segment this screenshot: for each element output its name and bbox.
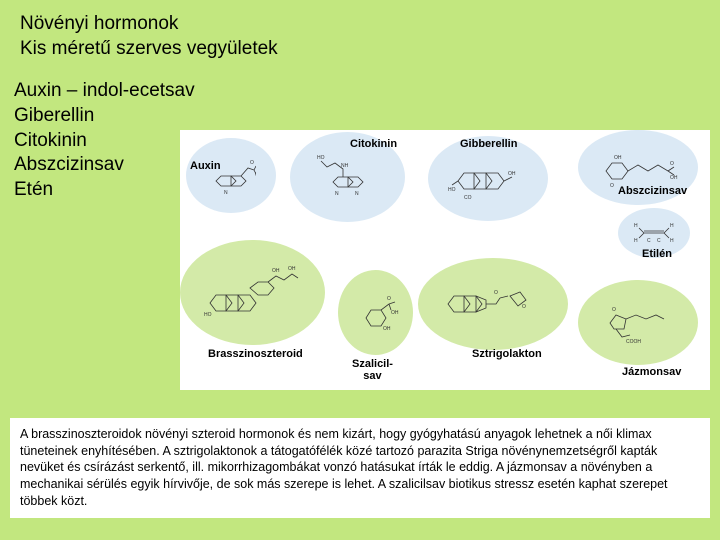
svg-text:O: O — [250, 160, 254, 166]
label-abszcizinsav: Abszcizinsav — [618, 185, 687, 197]
svg-text:O: O — [494, 290, 498, 296]
svg-text:OH: OH — [391, 310, 399, 316]
svg-text:O: O — [522, 304, 526, 310]
svg-text:OH: OH — [383, 326, 391, 332]
svg-text:COOH: COOH — [626, 339, 641, 345]
molecule-jazmonsav: O COOH — [578, 280, 698, 365]
label-brasszinoszteroid: Brasszinoszteroid — [208, 348, 303, 360]
title-block: Növényi hormonok Kis méretű szerves vegy… — [0, 0, 720, 61]
label-gibberellin: Gibberellin — [460, 138, 517, 150]
label-szalicilsav: Szalicil- sav — [352, 358, 393, 382]
svg-text:C: C — [647, 238, 651, 244]
molecule-brasszinoszteroid: HO OH OH — [180, 240, 325, 345]
svg-text:H: H — [634, 223, 638, 229]
svg-text:OH: OH — [508, 171, 516, 177]
svg-text:CO: CO — [464, 195, 472, 201]
svg-text:HO: HO — [204, 312, 212, 318]
molecule-diagram: OOHNH Auxin HONHNN Citokinin HOOHCO Gibb… — [180, 130, 710, 390]
svg-text:OH: OH — [255, 172, 256, 178]
svg-text:HO: HO — [317, 155, 325, 161]
list-item: Auxin – indol-ecetsav — [14, 79, 720, 104]
svg-text:OH: OH — [272, 268, 280, 274]
svg-text:H: H — [634, 238, 638, 244]
molecule-sztrigolakton: OO — [418, 258, 568, 350]
svg-text:H: H — [670, 238, 674, 244]
svg-text:O: O — [387, 296, 391, 302]
svg-text:OH: OH — [288, 266, 296, 272]
label-sztrigolakton: Sztrigolakton — [472, 348, 542, 360]
svg-text:O: O — [670, 161, 674, 167]
molecule-szalicilsav: O OH OH — [338, 270, 413, 355]
title-line-1: Növényi hormonok — [20, 12, 720, 37]
molecule-auxin: OOHNH — [186, 138, 276, 213]
svg-text:N: N — [355, 191, 359, 197]
title-line-2: Kis méretű szerves vegyületek — [20, 37, 720, 62]
label-jazmonsav: Jázmonsav — [622, 366, 681, 378]
svg-text:OH: OH — [614, 155, 622, 161]
footer-text-box: A brasszinoszteroidok növényi szteroid h… — [10, 418, 710, 518]
label-auxin: Auxin — [190, 160, 221, 172]
svg-text:NH: NH — [341, 163, 349, 169]
svg-text:HO: HO — [448, 187, 456, 193]
footer-text: A brasszinoszteroidok növényi szteroid h… — [20, 427, 668, 509]
list-item: Giberellin — [14, 104, 720, 129]
label-etilen: Etilén — [642, 248, 672, 260]
svg-text:O: O — [612, 307, 616, 313]
svg-text:C: C — [657, 238, 661, 244]
svg-text:OH: OH — [670, 175, 678, 181]
svg-text:N: N — [335, 191, 339, 197]
svg-text:H: H — [670, 223, 674, 229]
label-citokinin: Citokinin — [350, 138, 397, 150]
svg-text:O: O — [610, 183, 614, 189]
svg-text:H: H — [224, 195, 227, 196]
